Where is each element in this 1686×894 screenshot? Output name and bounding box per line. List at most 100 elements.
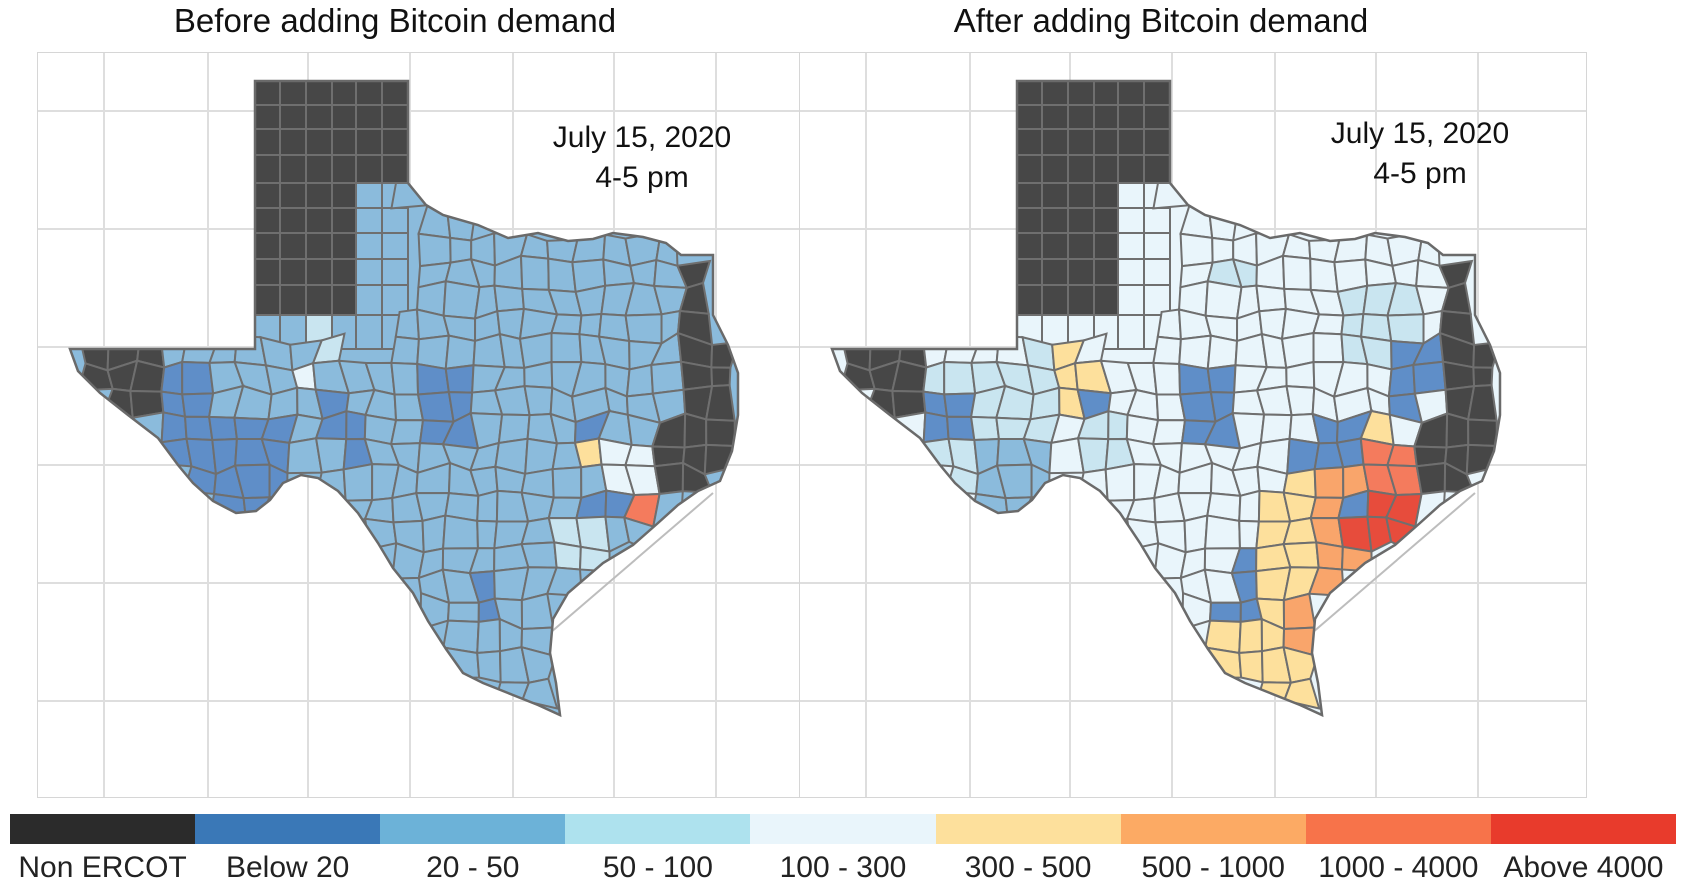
county-182	[207, 415, 239, 442]
county-151	[1387, 363, 1416, 398]
county-20	[1067, 81, 1095, 106]
county-85	[442, 280, 481, 320]
county-237	[1313, 466, 1345, 499]
map-before	[37, 52, 825, 798]
county-47	[355, 258, 383, 286]
county-123	[550, 332, 583, 364]
county-260	[1183, 514, 1209, 554]
county-22	[305, 128, 333, 156]
legend-swatch-7	[1305, 814, 1491, 844]
county-117	[1152, 335, 1182, 365]
county-17	[1041, 258, 1069, 286]
county-132	[129, 359, 166, 393]
county-284	[1208, 601, 1242, 623]
county-133	[922, 360, 946, 396]
county-51	[1143, 104, 1171, 130]
county-87	[1255, 284, 1287, 313]
county-24	[305, 182, 333, 209]
county-154	[710, 366, 732, 388]
date-label-after: July 15, 2020 4-5 pm	[1290, 114, 1550, 194]
county-152	[1412, 360, 1447, 395]
county-158	[943, 392, 977, 418]
outline-guide-2	[1311, 492, 1476, 634]
county-289	[476, 617, 502, 655]
county-119	[444, 334, 477, 370]
county-46	[355, 232, 383, 260]
county-60	[390, 182, 429, 210]
county-77	[519, 254, 550, 291]
county-250	[1238, 489, 1261, 523]
county-1	[254, 104, 281, 130]
county-95	[1156, 308, 1182, 341]
county-41	[1117, 104, 1145, 130]
county-201	[705, 418, 736, 448]
county-152	[650, 360, 685, 395]
legend-label-3: 50 - 100	[602, 851, 713, 884]
county-50	[1143, 81, 1171, 106]
state-outline	[830, 79, 1502, 718]
county-8	[1016, 284, 1043, 316]
county-44	[1117, 182, 1145, 209]
county-16	[1041, 232, 1069, 260]
legend-label-4: 100 - 300	[779, 851, 907, 884]
county-26	[1067, 232, 1095, 260]
county-260	[421, 514, 447, 554]
county-182	[969, 415, 1001, 442]
state-outline	[68, 79, 740, 718]
county-6	[254, 232, 281, 260]
county-153	[679, 360, 714, 391]
county-167	[416, 391, 455, 423]
county-16	[279, 232, 307, 260]
county-57	[1143, 258, 1171, 286]
county-5	[254, 207, 281, 234]
county-287	[520, 592, 555, 630]
time-after: 4-5 pm	[1373, 157, 1467, 190]
county-38	[331, 284, 357, 316]
county-134	[181, 360, 215, 396]
county-220	[1386, 443, 1418, 468]
county-4	[1016, 182, 1043, 209]
texas-map-after	[800, 53, 1586, 797]
legend-label-2: 20 - 50	[426, 851, 520, 884]
county-33	[331, 154, 357, 184]
county-56	[381, 232, 409, 260]
county-17	[279, 258, 307, 286]
county-43	[355, 154, 383, 184]
county-13	[279, 154, 307, 184]
county-21	[305, 104, 333, 130]
county-52	[381, 128, 409, 156]
county-87	[493, 284, 525, 313]
county-27	[305, 258, 333, 286]
legend-swatch-6	[1120, 814, 1306, 844]
county-284	[446, 601, 480, 623]
county-10	[1041, 81, 1069, 106]
county-102	[1340, 312, 1365, 338]
county-0	[254, 81, 281, 106]
county-14	[1041, 182, 1069, 209]
date-label-before: July 15, 2020 4-5 pm	[512, 118, 772, 198]
county-171	[523, 385, 554, 417]
county-52	[1143, 128, 1171, 156]
county-57	[381, 258, 409, 286]
county-167	[1178, 391, 1217, 423]
county-36	[331, 232, 357, 260]
county-32	[331, 128, 357, 156]
legend-swatch-3	[565, 814, 751, 844]
county-104	[624, 313, 663, 345]
county-104	[1386, 313, 1425, 345]
county-23	[305, 154, 333, 184]
county-30	[1093, 81, 1119, 106]
county-60	[1152, 182, 1191, 210]
county-201	[1467, 418, 1498, 448]
county-46	[1117, 232, 1145, 260]
county-220	[624, 443, 656, 468]
legend-labels: Non ERCOT Below 20 20 - 50 50 - 100 100 - 30…	[10, 846, 1676, 890]
county-223	[703, 443, 737, 476]
date-before: July 15, 2020	[552, 121, 732, 154]
county-101	[1312, 313, 1345, 336]
county-275	[553, 541, 582, 571]
county-200	[683, 412, 708, 449]
county-55	[1143, 207, 1171, 234]
county-181	[183, 415, 214, 442]
county-53	[1143, 154, 1171, 184]
